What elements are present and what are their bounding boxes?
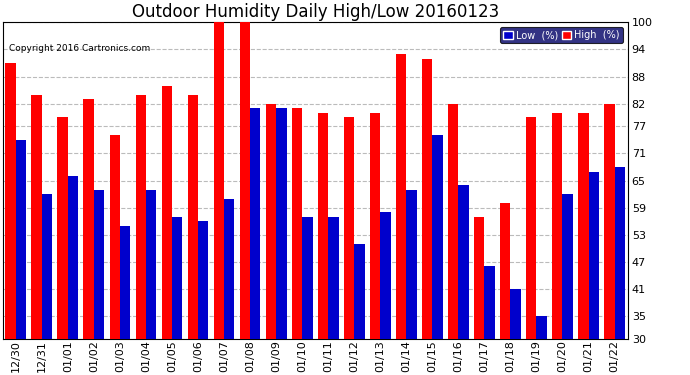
Bar: [422, 58, 433, 339]
Bar: [172, 217, 182, 339]
Bar: [292, 108, 302, 339]
Bar: [578, 113, 589, 339]
Bar: [135, 94, 146, 339]
Bar: [396, 54, 406, 339]
Bar: [589, 171, 599, 339]
Bar: [32, 94, 42, 339]
Bar: [406, 190, 417, 339]
Bar: [380, 212, 391, 339]
Bar: [328, 217, 339, 339]
Bar: [526, 117, 536, 339]
Bar: [224, 199, 235, 339]
Bar: [448, 104, 458, 339]
Bar: [302, 217, 313, 339]
Bar: [42, 194, 52, 339]
Bar: [250, 108, 261, 339]
Bar: [198, 221, 208, 339]
Bar: [161, 86, 172, 339]
Bar: [16, 140, 26, 339]
Bar: [370, 113, 380, 339]
Title: Outdoor Humidity Daily High/Low 20160123: Outdoor Humidity Daily High/Low 20160123: [132, 3, 499, 21]
Bar: [276, 108, 286, 339]
Bar: [318, 113, 328, 339]
Bar: [94, 190, 104, 339]
Bar: [110, 135, 120, 339]
Bar: [511, 289, 521, 339]
Bar: [83, 99, 94, 339]
Bar: [188, 94, 198, 339]
Bar: [120, 226, 130, 339]
Bar: [344, 117, 354, 339]
Text: Copyright 2016 Cartronics.com: Copyright 2016 Cartronics.com: [9, 45, 150, 54]
Bar: [474, 217, 484, 339]
Bar: [146, 190, 157, 339]
Bar: [239, 22, 250, 339]
Bar: [536, 316, 547, 339]
Bar: [562, 194, 573, 339]
Bar: [266, 104, 276, 339]
Bar: [68, 176, 78, 339]
Bar: [6, 63, 16, 339]
Bar: [354, 244, 364, 339]
Bar: [604, 104, 615, 339]
Bar: [615, 167, 625, 339]
Bar: [214, 22, 224, 339]
Legend: Low  (%), High  (%): Low (%), High (%): [500, 27, 622, 43]
Bar: [433, 135, 443, 339]
Bar: [57, 117, 68, 339]
Bar: [458, 185, 469, 339]
Bar: [500, 203, 511, 339]
Bar: [484, 267, 495, 339]
Bar: [552, 113, 562, 339]
